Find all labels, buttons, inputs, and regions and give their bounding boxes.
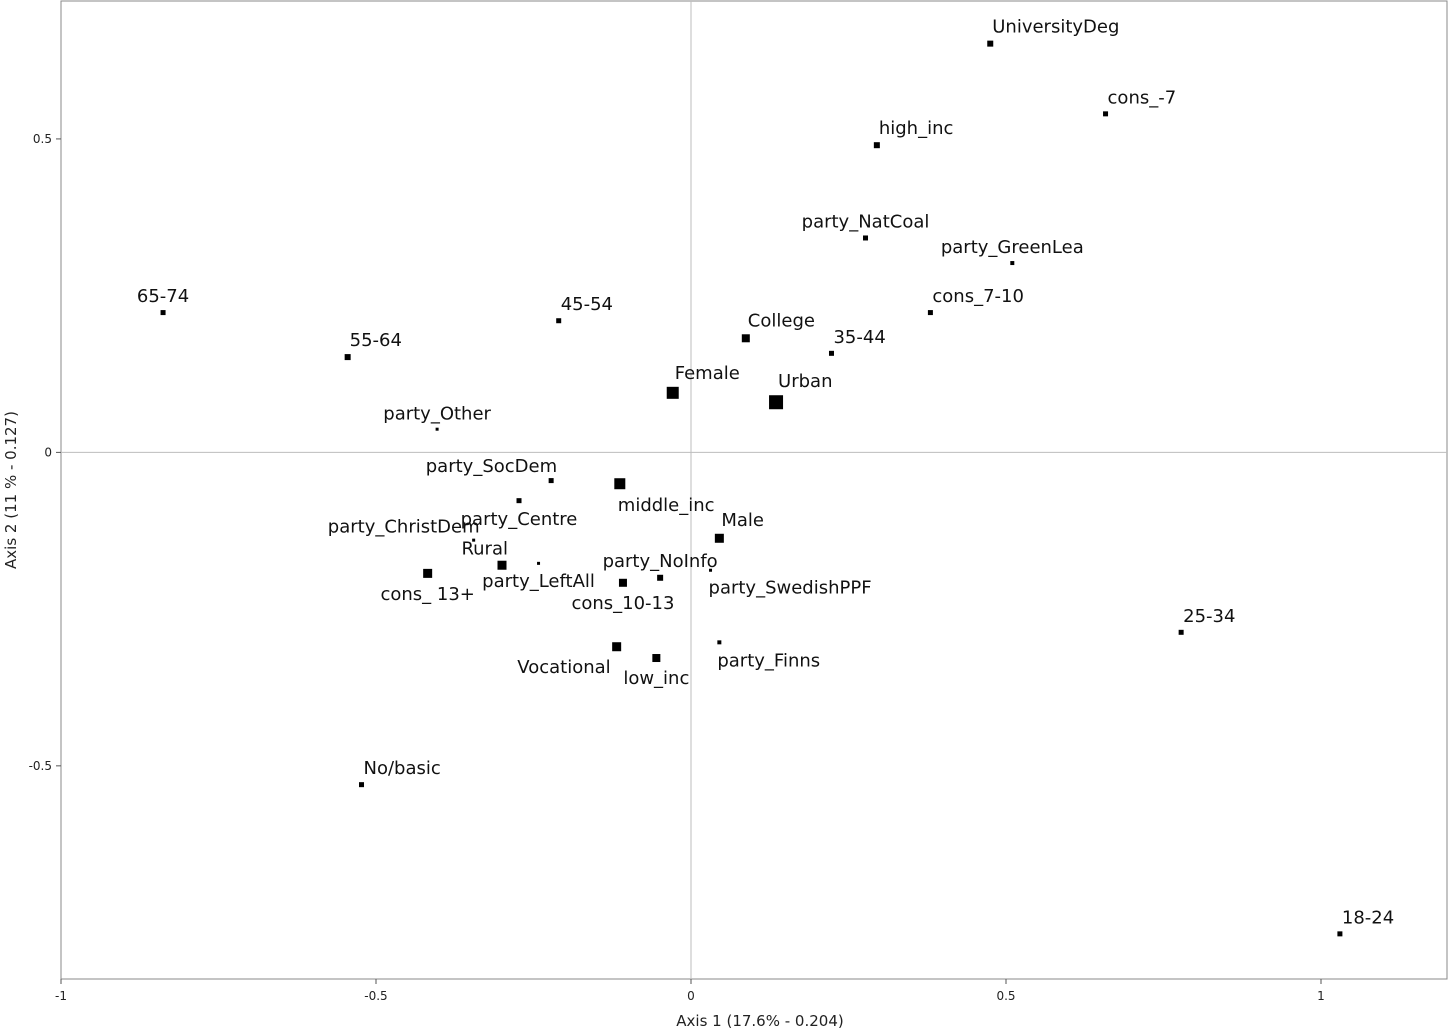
point-label: party_Centre	[461, 509, 578, 530]
point-label: cons_10-13	[571, 593, 674, 614]
point-label: high_inc	[879, 118, 954, 139]
data-point	[435, 427, 439, 431]
point-label: Female	[675, 363, 740, 384]
data-point	[652, 654, 661, 663]
point-label: cons_7-10	[932, 286, 1024, 307]
zero-lines	[61, 1, 1447, 979]
data-point	[472, 538, 476, 542]
data-point	[516, 498, 522, 504]
data-point	[556, 318, 562, 324]
data-point	[927, 310, 933, 316]
point-label: middle_inc	[618, 495, 715, 516]
data-point	[618, 578, 627, 587]
data-point	[537, 561, 541, 565]
point-label: UniversityDeg	[992, 17, 1119, 38]
data-points: UniversityDeg cons_-7 high_inc party_NatCoa…	[137, 17, 1394, 937]
point-label: cons_-7	[1108, 87, 1177, 108]
x-axis: -1 -0.5 0 0.5 1	[55, 979, 1325, 1003]
data-point	[666, 386, 679, 399]
data-point	[1010, 261, 1015, 266]
data-point	[612, 642, 622, 652]
data-point	[1178, 629, 1184, 635]
x-axis-title: Axis 1 (17.6% - 0.204)	[676, 1012, 843, 1030]
point-label: party_GreenLea	[941, 237, 1084, 258]
data-point	[497, 560, 507, 570]
y-tick-label: 0.5	[33, 132, 52, 146]
y-tick-label: -0.5	[29, 759, 52, 773]
data-point	[873, 142, 880, 149]
x-tick-label: -1	[55, 989, 67, 1003]
y-tick-label: 0	[44, 445, 52, 459]
point-label: Rural	[461, 539, 508, 560]
data-point	[769, 395, 784, 410]
point-label: 65-74	[137, 286, 189, 307]
data-point	[863, 235, 869, 241]
data-point	[741, 334, 750, 343]
point-label: 45-54	[561, 294, 613, 315]
x-tick-label: 1	[1317, 989, 1325, 1003]
data-point	[987, 40, 994, 47]
y-axis-title: Axis 2 (11 % - 0.127)	[2, 411, 20, 569]
data-point	[614, 478, 626, 490]
y-axis: 0.5 0 -0.5	[29, 132, 61, 773]
point-label: Vocational	[517, 657, 610, 678]
point-label: 18-24	[1342, 907, 1394, 928]
point-label: party_SwedishPPF	[709, 578, 872, 599]
x-tick-label: 0	[687, 989, 695, 1003]
point-label: party_Other	[383, 404, 491, 425]
point-label: party_SocDem	[426, 456, 557, 477]
x-tick-label: -0.5	[364, 989, 387, 1003]
point-label: party_ChristDem	[328, 517, 480, 538]
point-label: 35-44	[833, 327, 885, 348]
data-point	[717, 640, 722, 645]
data-point	[344, 354, 351, 361]
data-point	[160, 310, 166, 316]
data-point	[423, 568, 433, 578]
data-point	[657, 574, 664, 581]
point-label: party_NatCoal	[802, 211, 930, 232]
data-point	[709, 568, 713, 572]
data-point	[548, 478, 554, 484]
point-label: 55-64	[350, 330, 402, 351]
point-label: Urban	[778, 371, 832, 392]
x-tick-label: 0.5	[996, 989, 1015, 1003]
data-point	[1103, 111, 1109, 117]
data-point	[714, 533, 724, 543]
point-label: cons_ 13+	[380, 584, 474, 605]
point-label: party_Finns	[717, 650, 820, 671]
point-label: party_NoInfo	[603, 551, 718, 572]
point-label: No/basic	[364, 758, 441, 779]
data-point	[828, 350, 834, 356]
point-label: Male	[721, 510, 764, 531]
point-label: College	[748, 310, 815, 331]
data-point	[359, 782, 365, 788]
point-label: 25-34	[1183, 606, 1235, 627]
data-point	[1337, 931, 1343, 937]
point-label: party_LeftAll	[482, 571, 595, 592]
plot-area	[60, 0, 1448, 980]
point-label: low_inc	[623, 668, 689, 689]
